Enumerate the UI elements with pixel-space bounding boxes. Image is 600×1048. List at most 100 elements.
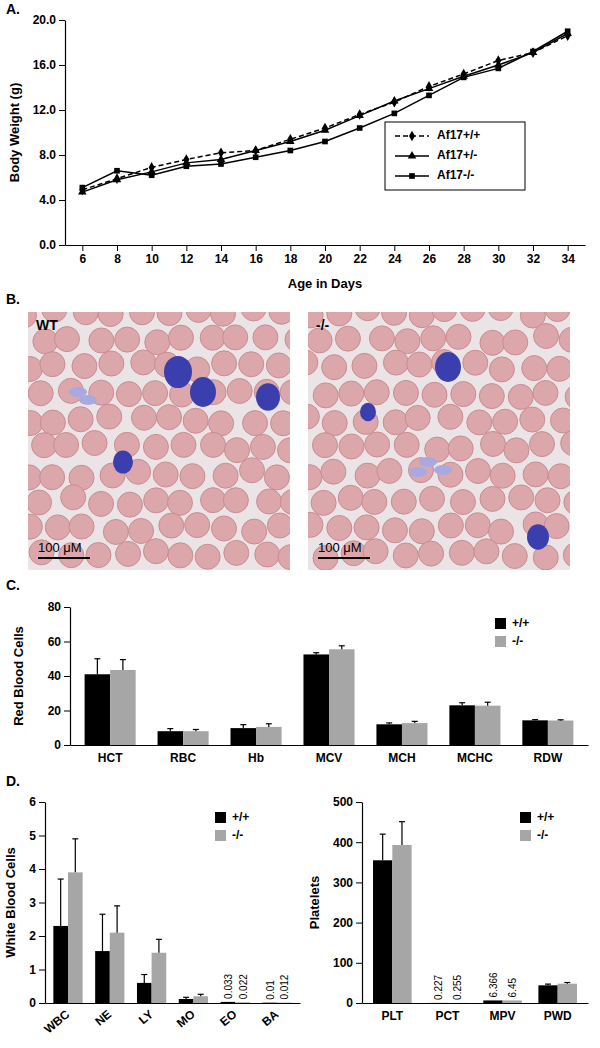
data-label: 0.012 xyxy=(279,974,290,999)
tick-label: Hb xyxy=(248,751,264,765)
tick-label: 14 xyxy=(215,252,229,266)
red-cell xyxy=(210,312,235,326)
red-cell xyxy=(564,490,570,515)
marker xyxy=(288,148,294,154)
red-cell xyxy=(257,489,282,514)
error-bar xyxy=(564,982,570,983)
error-bar xyxy=(558,719,564,721)
red-cell xyxy=(98,312,123,327)
red-cell xyxy=(28,381,53,406)
red-cell xyxy=(520,407,545,432)
red-cell xyxy=(327,312,352,326)
bar xyxy=(548,721,574,745)
red-cell xyxy=(143,381,168,406)
tick-label: RBC xyxy=(170,751,196,765)
red-cell xyxy=(363,539,388,564)
tick: 26 xyxy=(423,245,437,266)
red-cell xyxy=(195,544,220,569)
scale-bar-label: 100 μM xyxy=(318,540,362,555)
tick: 500 xyxy=(333,795,362,809)
red-cell xyxy=(364,380,389,405)
x-axis: WBCNELYMOEOBA xyxy=(41,1003,300,1036)
red-cell xyxy=(490,463,515,488)
tick: 80 xyxy=(48,600,70,614)
red-cell xyxy=(213,463,238,488)
error-bar xyxy=(120,660,126,670)
red-cell xyxy=(407,352,432,377)
tick-label: 20 xyxy=(319,252,333,266)
line-chart: A.0.04.08.012.016.020.0Body Weight (g)68… xyxy=(6,1,586,291)
legend: +/+-/- xyxy=(215,810,249,842)
plot-area xyxy=(53,839,291,1003)
tick-mark xyxy=(356,842,362,843)
tick-label: 20.0 xyxy=(33,13,57,27)
tick-label: 4 xyxy=(29,862,36,876)
tick: 16.0 xyxy=(33,58,65,72)
red-cell xyxy=(308,465,322,490)
tick-mark xyxy=(59,200,65,201)
tick-mark xyxy=(356,963,362,964)
red-cell xyxy=(449,540,474,565)
data-label: 6.45 xyxy=(507,978,518,998)
tick-label: 200 xyxy=(333,916,353,930)
tick-label: 16.0 xyxy=(33,58,57,72)
tick-label: 80 xyxy=(48,600,62,614)
red-cell xyxy=(61,485,86,510)
tick: MCH xyxy=(388,745,415,765)
error-bar-cap xyxy=(313,652,319,653)
red-cell xyxy=(280,489,290,514)
red-cell xyxy=(421,326,446,351)
error-bar xyxy=(386,723,392,724)
bar xyxy=(53,926,68,1003)
red-cell xyxy=(308,404,319,429)
red-cell xyxy=(308,350,318,375)
legend-label: -/- xyxy=(512,634,523,648)
legend-swatch xyxy=(495,636,506,647)
legend-label: -/- xyxy=(537,828,548,842)
bar xyxy=(85,674,111,745)
platelet xyxy=(409,467,427,477)
marker xyxy=(184,163,190,169)
white-cell xyxy=(527,524,549,549)
red-cell xyxy=(548,464,570,489)
tick: 8 xyxy=(114,245,121,266)
bar xyxy=(158,731,184,745)
tick: 22 xyxy=(353,245,367,266)
red-cell xyxy=(474,539,499,564)
tick: 24 xyxy=(388,245,402,266)
red-cell xyxy=(377,458,402,483)
micrograph: WT100 μM xyxy=(12,296,310,570)
marker xyxy=(321,125,330,132)
red-cell xyxy=(264,465,289,490)
x-axis: HCTRBCHbMCVMCHMCHCRDW xyxy=(71,745,589,765)
red-cell xyxy=(365,432,390,457)
red-cell xyxy=(502,544,527,569)
red-cell xyxy=(186,312,211,322)
red-cell xyxy=(460,312,485,321)
y-axis-line xyxy=(45,803,46,1004)
error-bar xyxy=(380,834,386,860)
red-cell xyxy=(269,312,290,324)
red-cell xyxy=(383,410,408,435)
tick-label: 4.0 xyxy=(39,193,56,207)
tick: 0.0 xyxy=(39,238,65,252)
bar xyxy=(256,727,282,745)
tick-label: 8.0 xyxy=(39,148,56,162)
legend-label: Af17+/+ xyxy=(437,128,480,142)
tick-label: 300 xyxy=(333,876,353,890)
error-bar-cap xyxy=(564,982,570,983)
red-cell xyxy=(144,539,169,564)
legend-marker xyxy=(409,173,415,179)
red-cell xyxy=(144,488,169,513)
red-cell xyxy=(224,540,249,565)
legend: +/+-/- xyxy=(495,616,529,648)
red-cell xyxy=(40,465,65,490)
tick-mark xyxy=(39,970,45,971)
bar xyxy=(221,1002,236,1003)
tick: RBC xyxy=(170,745,196,765)
red-cell xyxy=(382,518,407,543)
red-cell xyxy=(266,353,290,378)
tick: 0 xyxy=(29,996,45,1010)
error-bar-cap xyxy=(114,905,120,906)
marker xyxy=(80,185,86,191)
